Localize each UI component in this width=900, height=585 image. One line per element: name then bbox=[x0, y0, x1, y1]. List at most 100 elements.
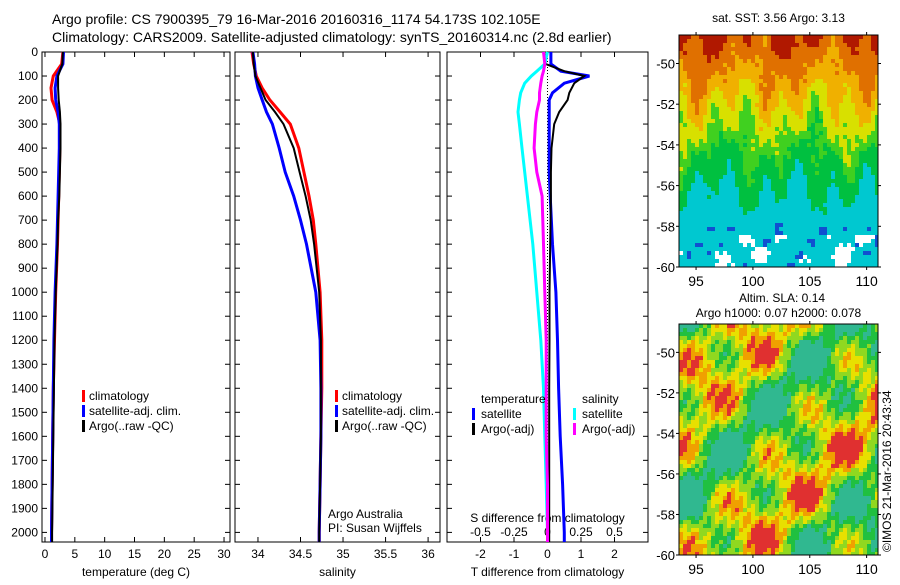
heatmap-cell bbox=[795, 400, 799, 404]
heatmap-cell bbox=[723, 328, 727, 332]
heatmap-cell bbox=[819, 384, 823, 388]
heatmap-cell bbox=[723, 247, 727, 251]
heatmap-cell bbox=[859, 71, 863, 75]
heatmap-cell bbox=[807, 392, 811, 396]
heatmap-cell bbox=[707, 428, 711, 432]
heatmap-cell bbox=[751, 247, 755, 251]
heatmap-cell bbox=[711, 428, 715, 432]
heatmap-cell bbox=[799, 151, 803, 155]
heatmap-cell bbox=[711, 336, 715, 340]
y-tick-label: 1700 bbox=[11, 453, 38, 467]
heatmap-cell bbox=[699, 464, 703, 468]
legend-swatch bbox=[573, 408, 576, 420]
heatmap-cell bbox=[767, 79, 771, 83]
heatmap-cell bbox=[791, 400, 795, 404]
heatmap-cell bbox=[763, 364, 767, 368]
heatmap-cell bbox=[711, 376, 715, 380]
heatmap-cell bbox=[799, 223, 803, 227]
heatmap-cell bbox=[843, 332, 847, 336]
heatmap-cell bbox=[791, 123, 795, 127]
heatmap-cell bbox=[691, 392, 695, 396]
heatmap-cell bbox=[715, 83, 719, 87]
heatmap-cell bbox=[703, 452, 707, 456]
heatmap-cell bbox=[747, 187, 751, 191]
heatmap-cell bbox=[755, 440, 759, 444]
heatmap-cell bbox=[739, 340, 743, 344]
heatmap-cell bbox=[823, 163, 827, 167]
heatmap-cell bbox=[767, 404, 771, 408]
heatmap-cell bbox=[755, 111, 759, 115]
heatmap-cell bbox=[739, 239, 743, 243]
heatmap-cell bbox=[847, 123, 851, 127]
heatmap-cell bbox=[683, 71, 687, 75]
heatmap-cell bbox=[739, 35, 743, 39]
heatmap-cell bbox=[683, 396, 687, 400]
heatmap-cell bbox=[719, 151, 723, 155]
heatmap-cell bbox=[787, 380, 791, 384]
heatmap-cell bbox=[779, 59, 783, 63]
heatmap-cell bbox=[859, 179, 863, 183]
heatmap-cell bbox=[823, 111, 827, 115]
heatmap-cell bbox=[703, 440, 707, 444]
heatmap-cell bbox=[835, 83, 839, 87]
heatmap-cell bbox=[727, 452, 731, 456]
heatmap-cell bbox=[799, 47, 803, 51]
heatmap-cell bbox=[787, 91, 791, 95]
heatmap-cell bbox=[851, 392, 855, 396]
heatmap-cell bbox=[855, 95, 859, 99]
heatmap-cell bbox=[791, 239, 795, 243]
heatmap-cell bbox=[803, 344, 807, 348]
heatmap-cell bbox=[847, 55, 851, 59]
heatmap-cell bbox=[679, 239, 683, 243]
heatmap-cell bbox=[755, 251, 759, 255]
heatmap-cell bbox=[871, 259, 875, 263]
heatmap-cell bbox=[847, 372, 851, 376]
heatmap-cell bbox=[707, 400, 711, 404]
heatmap-cell bbox=[851, 99, 855, 103]
heatmap-cell bbox=[691, 67, 695, 71]
heatmap-cell bbox=[819, 231, 823, 235]
heatmap-cell bbox=[803, 352, 807, 356]
heatmap-cell bbox=[827, 175, 831, 179]
heatmap-cell bbox=[723, 468, 727, 472]
heatmap-cell bbox=[867, 163, 871, 167]
heatmap-cell bbox=[843, 207, 847, 211]
heatmap-cell bbox=[803, 460, 807, 464]
heatmap-cell bbox=[679, 167, 683, 171]
heatmap-cell bbox=[819, 75, 823, 79]
heatmap-cell bbox=[763, 143, 767, 147]
heatmap-cell bbox=[795, 436, 799, 440]
heatmap-cell bbox=[855, 183, 859, 187]
heatmap-cell bbox=[779, 51, 783, 55]
heatmap-cell bbox=[811, 155, 815, 159]
heatmap-cell bbox=[807, 171, 811, 175]
heatmap-cell bbox=[839, 207, 843, 211]
heatmap-cell bbox=[723, 135, 727, 139]
heatmap-cell bbox=[831, 119, 835, 123]
heatmap-cell bbox=[803, 187, 807, 191]
heatmap-cell bbox=[743, 51, 747, 55]
heatmap-cell bbox=[775, 167, 779, 171]
heatmap-cell bbox=[731, 372, 735, 376]
heatmap-cell bbox=[871, 179, 875, 183]
heatmap-cell bbox=[707, 87, 711, 91]
heatmap-cell bbox=[803, 251, 807, 255]
heatmap-cell bbox=[747, 247, 751, 251]
heatmap-cell bbox=[691, 324, 695, 328]
heatmap-cell bbox=[815, 91, 819, 95]
heatmap-cell bbox=[815, 352, 819, 356]
heatmap-cell bbox=[795, 163, 799, 167]
heatmap-cell bbox=[831, 332, 835, 336]
heatmap-cell bbox=[751, 428, 755, 432]
y-tick-label: 1100 bbox=[12, 309, 38, 323]
heatmap-cell bbox=[779, 35, 783, 39]
heatmap-cell bbox=[807, 39, 811, 43]
heatmap-cell bbox=[779, 460, 783, 464]
heatmap-cell bbox=[755, 39, 759, 43]
heatmap-cell bbox=[771, 332, 775, 336]
heatmap-cell bbox=[739, 147, 743, 151]
heatmap-cell bbox=[863, 71, 867, 75]
heatmap-cell bbox=[775, 187, 779, 191]
heatmap-cell bbox=[859, 87, 863, 91]
heatmap-cell bbox=[859, 340, 863, 344]
